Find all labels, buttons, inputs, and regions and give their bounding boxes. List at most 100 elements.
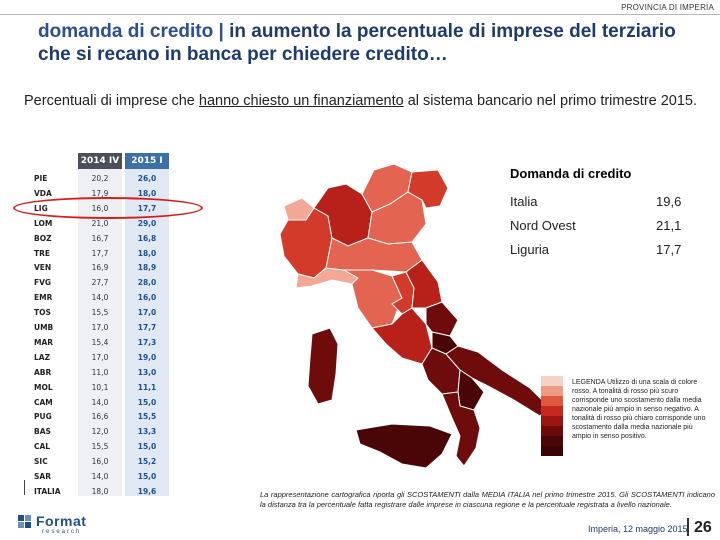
row-value-2014-iv: 17,7 xyxy=(91,248,109,258)
row-region: CAM xyxy=(34,397,53,407)
subtitle-post: al sistema bancario nel primo trimestre … xyxy=(403,93,698,109)
legend-text: LEGENDA Utilizzo di una scala di colore … xyxy=(572,379,706,440)
col1-background xyxy=(78,169,122,496)
table-row: TRE 17,7 18,0 xyxy=(30,246,185,261)
logo-text: Format xyxy=(36,513,87,529)
row-value-2014-iv: 14,0 xyxy=(91,397,109,407)
row-region: TOS xyxy=(34,308,51,318)
row-value-2015-i: 15,0 xyxy=(137,442,157,452)
stat-label: Nord Ovest xyxy=(510,218,576,233)
row-region: CAL xyxy=(34,442,51,452)
row-value-2015-i: 17,7 xyxy=(137,323,157,332)
row-region: TRE xyxy=(34,248,51,258)
italy-map xyxy=(279,163,549,469)
liguria-highlight-ellipse xyxy=(13,197,203,219)
legend-swatch xyxy=(541,416,563,426)
row-value-2015-i: 15,0 xyxy=(137,397,157,407)
row-value-2014-iv: 14,0 xyxy=(91,293,109,303)
row-value-2015-i: 28,0 xyxy=(137,278,157,288)
stat-value: 19,6 xyxy=(656,194,682,209)
stat-label: Italia xyxy=(510,194,538,209)
legend-swatch xyxy=(541,446,563,456)
legend-swatch xyxy=(541,386,563,396)
row-region: EMR xyxy=(34,293,53,303)
col2-background xyxy=(125,169,169,496)
table-row: CAL 15,5 15,0 xyxy=(30,439,185,454)
row-value-2014-iv: 17,9 xyxy=(91,188,109,198)
subtitle-pre: Percentuali di imprese che xyxy=(24,93,199,109)
row-value-2014-iv: 27,7 xyxy=(91,278,109,288)
legend-color-scale xyxy=(541,376,563,456)
region-emr xyxy=(325,237,423,273)
row-value-2014-iv: 17,0 xyxy=(91,323,109,332)
row-value-2015-i: 26,0 xyxy=(137,174,157,183)
credit-demand-box: Domanda di credito Italia 19,6 Nord Oves… xyxy=(502,162,690,270)
row-value-2015-i: 16,0 xyxy=(137,293,157,303)
row-value-2014-iv: 18,0 xyxy=(91,486,109,496)
header-tag: PROVINCIA DI IMPERIA xyxy=(621,3,714,12)
row-value-2015-i: 19,6 xyxy=(137,486,157,496)
row-region: MAR xyxy=(34,337,54,347)
row-region: SAR xyxy=(34,472,51,481)
table-row: CAM 14,0 15,0 xyxy=(30,395,185,410)
table-row: LAZ 17,0 19,0 xyxy=(30,350,185,365)
logo-square xyxy=(18,515,24,521)
row-value-2014-iv: 12,0 xyxy=(91,427,109,437)
footnote: La rappresentazione cartografica riporta… xyxy=(260,490,715,509)
format-research-logo: Format research xyxy=(14,513,94,537)
row-value-2014-iv: 15,5 xyxy=(91,442,109,452)
subtitle-underlined: hanno chiesto un finanziamento xyxy=(198,93,404,109)
table-row: MOL 10,1 11,1 xyxy=(30,380,185,395)
table-row: LOM 21,0 29,0 xyxy=(30,216,185,231)
legend-swatch xyxy=(541,396,563,406)
stat-row-liguria: Liguria 17,7 xyxy=(502,238,690,262)
row-value-2015-i: 19,0 xyxy=(137,352,157,362)
row-value-2014-iv: 21,0 xyxy=(91,218,109,228)
region-cal xyxy=(441,391,481,467)
row-value-2015-i: 15,0 xyxy=(137,472,157,481)
legend-swatch xyxy=(541,406,563,416)
row-value-2015-i: 18,0 xyxy=(137,188,157,198)
region-sic xyxy=(355,423,453,469)
row-region: PUG xyxy=(34,412,52,422)
region-abr xyxy=(425,301,459,337)
row-region: ABR xyxy=(34,367,52,377)
region-table: 2014 IV 2015 I PIE 20,2 26,0 VDA 17,9 18,0 LIG… xyxy=(24,153,185,499)
table-row: BAS 12,0 13,3 xyxy=(30,424,185,439)
table-row: VDA 17,9 18,0 xyxy=(30,186,185,201)
credit-demand-title: Domanda di credito xyxy=(510,166,632,181)
table-row: PIE 20,2 26,0 xyxy=(30,171,185,186)
table-row: EMR 14,0 16,0 xyxy=(30,290,185,305)
table-row: BOZ 16,7 16,8 xyxy=(30,231,185,246)
page-number: 26 xyxy=(694,519,712,536)
row-value-2015-i: 13,0 xyxy=(137,367,157,377)
row-region: FVG xyxy=(34,278,52,288)
row-region: LOM xyxy=(34,218,53,228)
slide-subtitle: Percentuali di imprese che hanno chiesto… xyxy=(24,92,704,110)
row-region: BAS xyxy=(34,427,51,437)
row-value-2014-iv: 16,7 xyxy=(91,233,109,243)
footer-divider xyxy=(687,518,689,536)
row-value-2014-iv: 11,0 xyxy=(91,367,109,377)
region-sar xyxy=(307,327,339,405)
title-accent: domanda di credito | xyxy=(38,21,224,42)
row-value-2014-iv: 16,0 xyxy=(91,457,109,467)
slide-title: domanda di credito | in aumento la perce… xyxy=(38,20,698,66)
table-row: SAR 14,0 15,0 xyxy=(30,469,185,484)
logo-square xyxy=(25,522,31,528)
row-value-2014-iv: 17,0 xyxy=(91,352,109,362)
row-region: VEN xyxy=(34,263,52,273)
row-value-2014-iv: 16,9 xyxy=(91,263,109,273)
table-row: ITALIA 18,0 19,6 xyxy=(30,484,185,499)
row-region: VDA xyxy=(34,188,52,198)
table-row: FVG 27,7 28,0 xyxy=(30,275,185,290)
row-region: SIC xyxy=(34,457,48,467)
table-row: SIC 16,0 15,2 xyxy=(30,454,185,469)
header-rule xyxy=(0,14,720,15)
title-rest: in aumento la percentuale di imprese del… xyxy=(38,21,676,65)
table-row: UMB 17,0 17,7 xyxy=(30,320,185,335)
table-header-2015-i: 2015 I xyxy=(125,153,169,169)
footer-date: Imperia, 12 maggio 2015 xyxy=(588,524,688,534)
stat-row-italia: Italia 19,6 xyxy=(502,190,690,214)
table-row: ABR 11,0 13,0 xyxy=(30,365,185,380)
